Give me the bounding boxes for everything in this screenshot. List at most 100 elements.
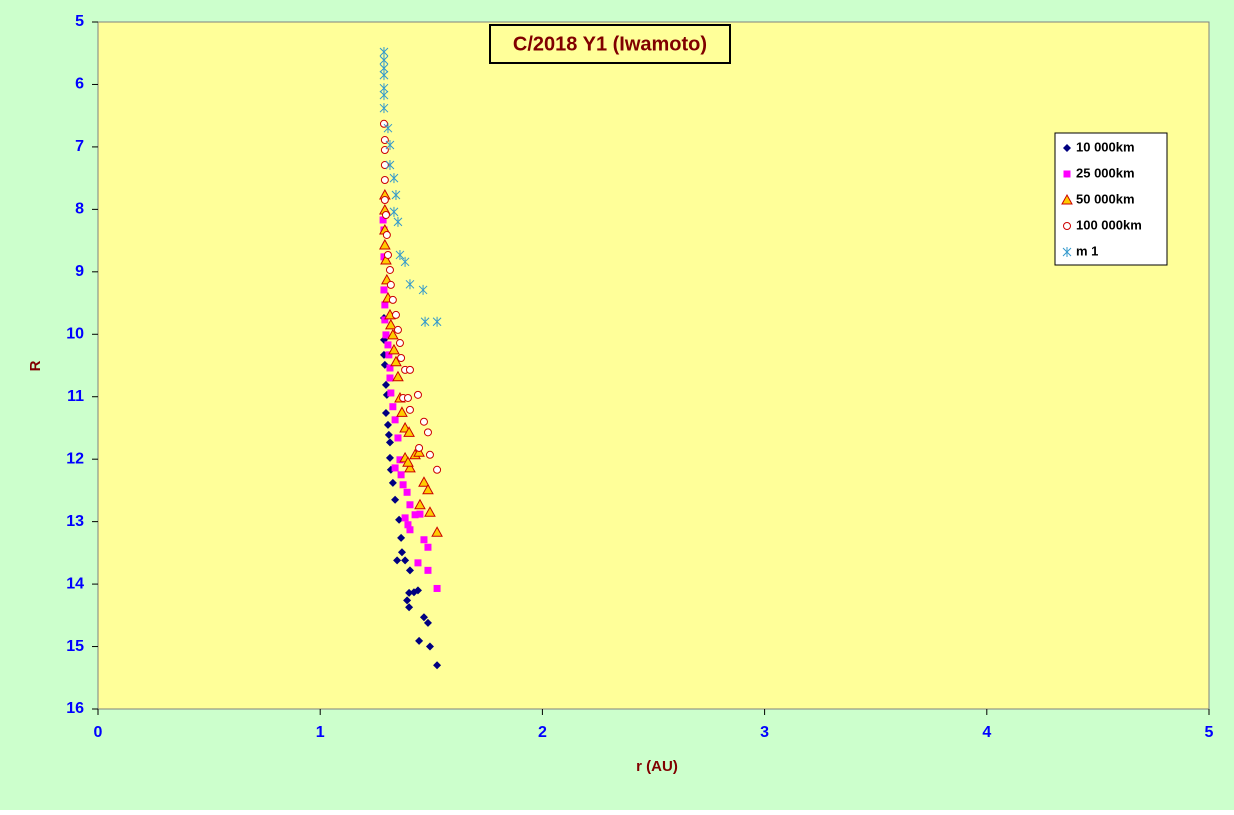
x-tick-label: 5 <box>1205 724 1214 741</box>
data-point <box>389 403 397 411</box>
legend-label: 100 000km <box>1076 217 1142 232</box>
data-point <box>401 556 410 565</box>
legend-marker <box>1063 170 1071 178</box>
x-tick-label: 3 <box>760 724 769 741</box>
data-point <box>405 405 414 414</box>
data-point <box>404 461 416 473</box>
data-point <box>400 256 410 267</box>
data-point <box>391 495 400 504</box>
y-tick-label: 14 <box>66 575 84 592</box>
data-point <box>384 341 392 349</box>
data-point <box>393 556 402 565</box>
data-point <box>383 250 392 259</box>
data-point <box>386 280 395 289</box>
data-point <box>395 515 404 524</box>
data-point <box>379 70 389 81</box>
data-point <box>397 548 406 557</box>
y-tick-label: 15 <box>66 638 84 655</box>
x-tick-label: 1 <box>316 724 325 741</box>
data-point <box>425 642 434 651</box>
data-point <box>394 434 402 442</box>
data-point <box>381 210 390 219</box>
data-point <box>397 354 406 363</box>
x-tick-label: 4 <box>982 724 991 741</box>
data-point <box>425 450 434 459</box>
data-point <box>413 390 422 399</box>
data-point <box>381 316 389 324</box>
data-point <box>381 301 389 309</box>
data-point <box>403 393 412 402</box>
y-tick-label: 10 <box>66 325 84 342</box>
data-point <box>413 586 422 595</box>
legend-label: 25 000km <box>1076 165 1135 180</box>
y-axis-label: R <box>27 360 44 371</box>
data-point <box>405 365 414 374</box>
data-point <box>405 603 414 612</box>
legend-label: 10 000km <box>1076 139 1135 154</box>
y-tick-label: 5 <box>75 13 84 30</box>
data-point <box>388 343 400 355</box>
data-point <box>385 318 397 330</box>
data-point <box>385 351 393 359</box>
data-point <box>382 331 390 339</box>
data-point <box>380 253 392 265</box>
data-point <box>391 464 399 472</box>
legend-label: m 1 <box>1076 243 1098 258</box>
data-point <box>420 536 428 544</box>
data-point <box>393 325 402 334</box>
data-point <box>403 426 415 437</box>
legend-marker <box>1063 222 1071 230</box>
data-point <box>388 478 397 487</box>
data-point <box>419 613 428 622</box>
data-point <box>405 279 415 290</box>
data-point <box>391 189 401 200</box>
data-point <box>405 566 414 575</box>
data-point <box>403 488 411 496</box>
data-point <box>424 566 432 574</box>
data-point <box>418 476 430 487</box>
title-box <box>489 24 731 64</box>
y-tick-label: 16 <box>66 700 84 717</box>
data-point <box>382 230 391 239</box>
legend-marker <box>1062 247 1072 257</box>
data-point <box>418 284 428 295</box>
data-point <box>380 176 389 185</box>
data-point <box>386 374 394 382</box>
y-tick-label: 7 <box>75 138 84 155</box>
data-point <box>385 438 394 447</box>
data-point <box>380 286 388 294</box>
data-point <box>433 465 442 474</box>
data-point <box>424 506 436 517</box>
data-point <box>402 456 414 467</box>
data-point <box>395 339 404 348</box>
data-point <box>387 328 399 340</box>
x-tick-label: 2 <box>538 724 547 741</box>
data-point <box>431 526 443 537</box>
legend-marker <box>1061 193 1073 205</box>
data-point <box>385 160 395 171</box>
data-point <box>423 618 432 627</box>
data-point <box>396 456 404 464</box>
data-point <box>381 408 390 417</box>
data-point <box>423 428 432 437</box>
data-point <box>383 420 392 429</box>
data-point <box>401 514 409 522</box>
data-point <box>411 511 419 519</box>
data-point <box>379 103 389 114</box>
data-point <box>406 526 414 534</box>
y-tick-label: 6 <box>75 76 84 93</box>
data-point <box>415 636 424 645</box>
data-point <box>379 90 389 101</box>
data-point <box>397 471 405 479</box>
data-point <box>389 206 399 217</box>
data-point <box>380 161 389 170</box>
y-tick-label: 9 <box>75 263 84 280</box>
y-tick-label: 13 <box>66 513 84 530</box>
data-point <box>420 316 430 327</box>
data-point <box>414 559 422 567</box>
data-point <box>380 195 389 204</box>
data-point <box>383 123 393 134</box>
data-point <box>406 501 414 509</box>
data-point <box>422 483 434 495</box>
data-point <box>432 316 442 327</box>
